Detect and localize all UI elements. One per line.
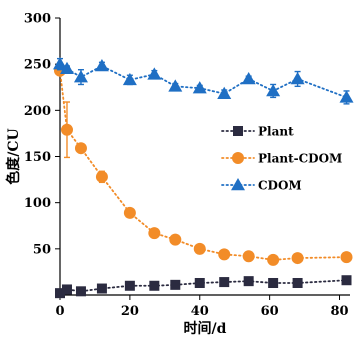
data-point	[243, 276, 254, 287]
legend-label: CDOM	[258, 179, 302, 193]
series-plant	[55, 275, 352, 299]
y-tick-label: 100	[24, 196, 51, 211]
data-point	[148, 227, 161, 240]
data-point	[339, 90, 354, 103]
data-point	[193, 242, 206, 255]
x-tick-label: 0	[55, 304, 64, 319]
x-tick-label: 20	[121, 304, 139, 319]
data-point	[268, 277, 279, 288]
legend-label: Plant	[258, 125, 294, 139]
data-point	[53, 57, 67, 70]
data-point	[96, 283, 107, 294]
data-point	[340, 251, 353, 264]
legend-marker	[232, 152, 244, 164]
x-tick-label: 80	[330, 304, 348, 319]
data-point	[292, 277, 303, 288]
data-point	[124, 280, 135, 291]
x-axis-label: 时间/d	[184, 320, 227, 337]
legend-marker	[231, 178, 245, 191]
y-tick-label: 300	[24, 12, 51, 27]
data-point	[242, 250, 255, 263]
data-point	[218, 248, 231, 261]
data-point	[267, 253, 280, 266]
data-point	[73, 70, 88, 83]
data-point	[75, 286, 86, 297]
data-point	[341, 275, 352, 286]
data-point	[147, 67, 162, 80]
y-tick-label: 50	[33, 242, 51, 257]
chart-series-layer	[53, 57, 354, 299]
data-point	[55, 288, 65, 299]
data-point	[74, 142, 87, 155]
legend-label: Plant-CDOM	[258, 152, 342, 166]
series-cdom	[53, 57, 354, 105]
data-point	[122, 72, 137, 86]
chart-ticks: 50 100 150 200 250 300 0 20 40 60 80	[24, 12, 349, 320]
data-point	[170, 279, 181, 290]
data-point	[61, 284, 72, 295]
data-point	[266, 83, 281, 97]
x-tick-label: 60	[261, 304, 279, 319]
data-point	[149, 280, 160, 291]
data-point	[241, 71, 256, 85]
legend-marker	[233, 126, 243, 136]
data-point	[290, 71, 305, 85]
data-point	[192, 81, 207, 94]
data-point	[169, 233, 182, 246]
data-point	[291, 252, 304, 265]
y-tick-label: 250	[24, 58, 51, 73]
data-point	[94, 59, 109, 72]
y-tick-label: 150	[24, 150, 51, 165]
data-point	[168, 79, 183, 92]
y-tick-label: 200	[24, 104, 51, 119]
data-point	[59, 61, 74, 75]
chart-legend: Plant Plant-CDOM CDOM	[221, 125, 342, 193]
data-point	[60, 123, 73, 136]
data-point	[95, 170, 108, 183]
y-axis-label: 色度/CU	[5, 128, 22, 184]
data-point	[217, 86, 232, 99]
data-point	[219, 277, 230, 288]
data-point	[123, 206, 136, 219]
data-point	[194, 277, 205, 288]
x-tick-label: 40	[191, 304, 209, 319]
series-plant-cdom	[54, 64, 353, 266]
